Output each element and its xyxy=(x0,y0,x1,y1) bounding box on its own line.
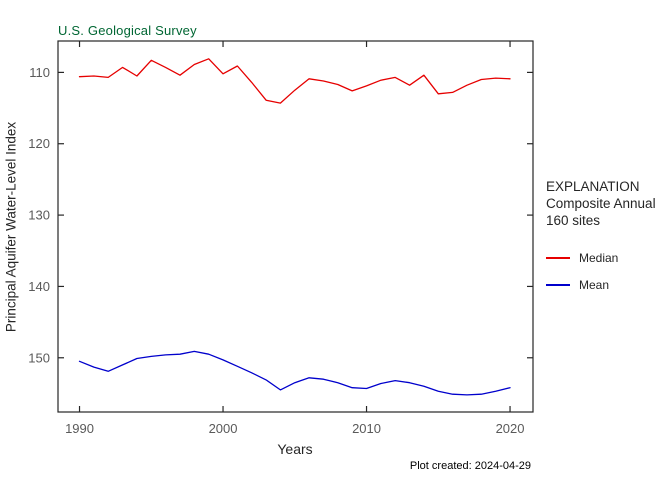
x-axis-title: Years xyxy=(277,441,313,457)
x-tick-label: 2010 xyxy=(352,421,381,436)
x-tick-label: 2000 xyxy=(209,421,238,436)
legend-item-label: Median xyxy=(579,251,619,265)
series-line-median xyxy=(78,58,511,104)
legend-item-label: Mean xyxy=(579,278,610,292)
y-tick-label: 120 xyxy=(28,136,50,151)
y-tick-label: 150 xyxy=(28,350,50,365)
median-line-sample xyxy=(546,257,570,259)
legend-title: EXPLANATION xyxy=(546,179,640,194)
legend: EXPLANATION Composite Annual 160 sites M… xyxy=(546,178,656,292)
y-axis-title: Principal Aquifer Water-Level Index xyxy=(3,121,19,333)
series-line-mean xyxy=(78,350,511,396)
y-tick-label: 110 xyxy=(29,65,50,80)
x-tick-label: 1990 xyxy=(65,421,94,436)
legend-item-median: Median xyxy=(546,251,656,265)
legend-sites-count: 160 sites xyxy=(546,213,601,228)
plot-created-note: Plot created: 2024-04-29 xyxy=(409,460,531,472)
legend-subtitle: Composite Annual xyxy=(546,196,656,211)
mean-line-sample xyxy=(546,284,570,286)
legend-item-mean: Mean xyxy=(546,278,656,292)
y-tick-label: 130 xyxy=(28,208,50,223)
x-tick-label: 2020 xyxy=(496,421,525,436)
agency-title: U.S. Geological Survey xyxy=(58,23,197,38)
y-tick-label: 140 xyxy=(28,279,50,294)
plot-border xyxy=(57,40,534,413)
